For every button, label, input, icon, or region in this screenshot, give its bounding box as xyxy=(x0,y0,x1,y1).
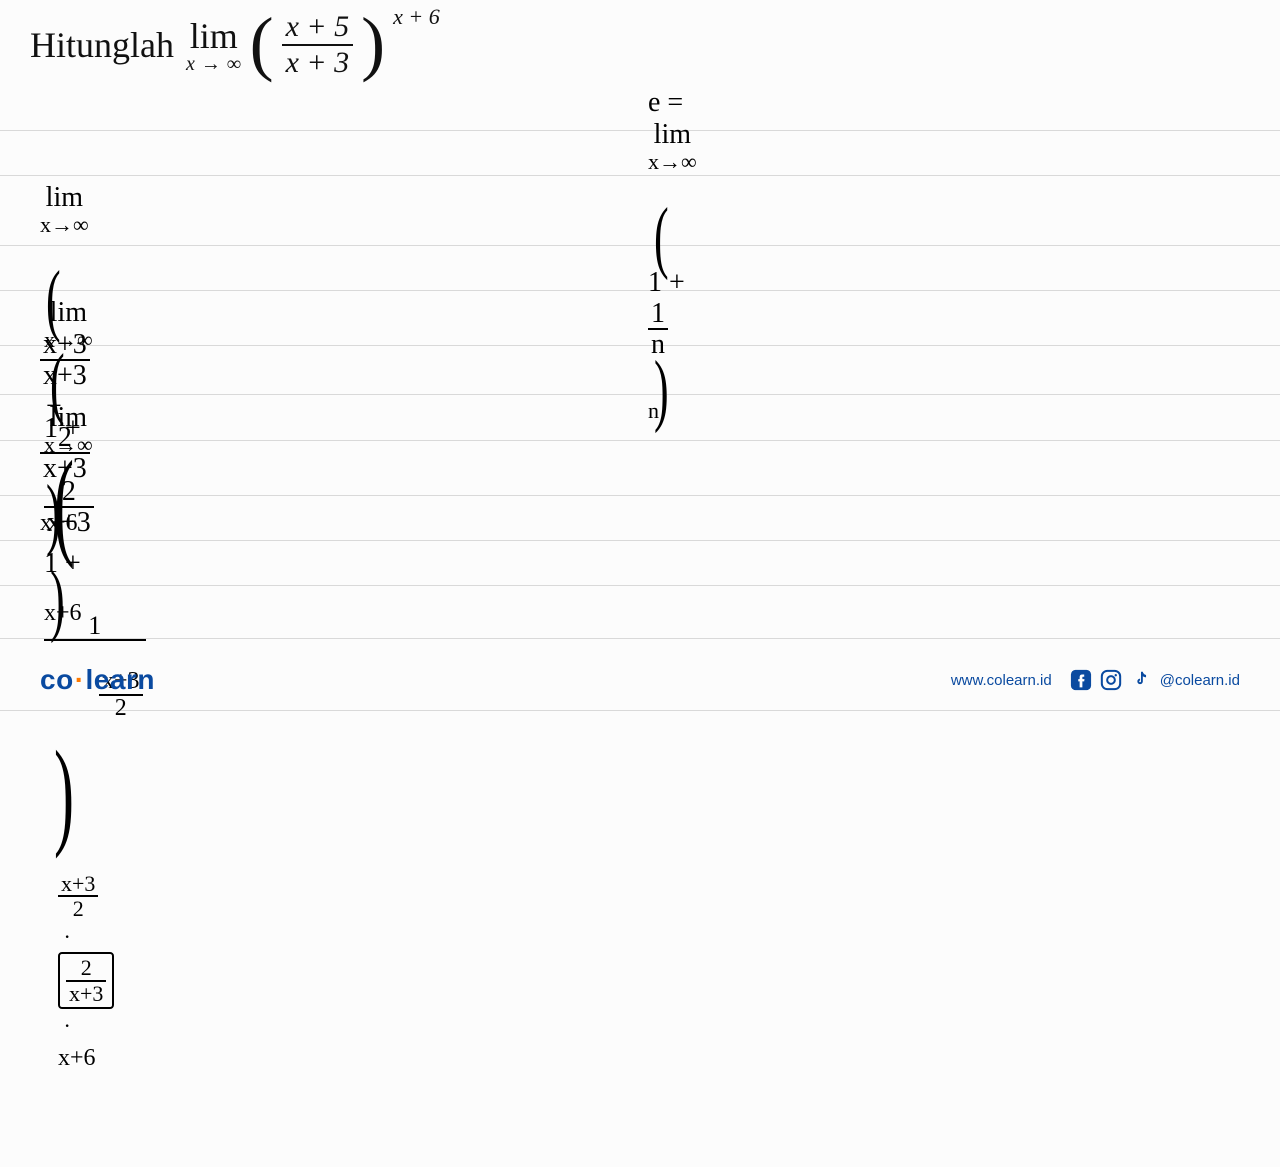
instagram-icon xyxy=(1100,669,1122,691)
l3-exp-tail: x+6 xyxy=(58,1045,96,1071)
brand-logo: co·learn xyxy=(40,664,155,696)
tiktok-icon xyxy=(1130,669,1152,691)
frac-numerator: x + 5 xyxy=(282,10,354,44)
l3-dot2: · xyxy=(58,1013,76,1038)
left-paren: ( xyxy=(250,11,274,75)
brand-right: learn xyxy=(86,664,155,695)
e-lparen: ( xyxy=(654,207,669,267)
l3-exp-frac1: x+3 2 xyxy=(58,872,98,920)
main-fraction: x + 5 x + 3 xyxy=(282,10,354,80)
limit-block: lim x → ∞ xyxy=(186,15,242,76)
e-lim: lim x→∞ xyxy=(648,119,697,175)
lim-subscript: x → ∞ xyxy=(186,53,242,76)
lim-symbol: lim xyxy=(190,15,238,57)
e-exp: n xyxy=(648,398,659,423)
frac-denominator: x + 3 xyxy=(282,46,354,80)
l3-lparen: ( xyxy=(54,458,74,548)
footer-url: www.colearn.id xyxy=(951,672,1052,689)
facebook-icon xyxy=(1070,669,1092,691)
footer: co·learn www.colearn.id @colearn.id xyxy=(0,664,1280,696)
l3-boxed-frac: 2 x+3 xyxy=(58,952,114,1008)
social-icons: @colearn.id xyxy=(1070,669,1240,691)
l1-lim: lim x→∞ xyxy=(40,182,89,238)
problem-word: Hitunglah xyxy=(30,24,174,66)
footer-handle: @colearn.id xyxy=(1160,672,1240,689)
hw-line3: lim x→∞ ( 1 + 1 x+3 2 ) x+3 2 xyxy=(16,370,146,1167)
brand-left: co xyxy=(40,664,74,695)
l3-dot1: · xyxy=(58,924,76,949)
e-equals: e = xyxy=(648,87,683,118)
right-paren: ) xyxy=(361,11,385,75)
hw-e-definition: e = lim x→∞ ( 1 + 1 n ) n xyxy=(620,55,697,484)
brand-dot-icon: · xyxy=(75,664,85,695)
exponent: x + 6 xyxy=(393,4,440,30)
l3-rparen: ) xyxy=(54,748,74,838)
problem-statement: Hitunglah lim x → ∞ ( x + 5 x + 3 ) x + … xyxy=(30,10,440,80)
